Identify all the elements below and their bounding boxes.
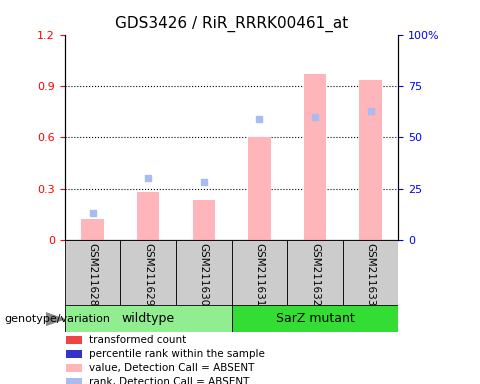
Text: GSM211633: GSM211633 [366, 243, 376, 306]
Bar [232, 305, 398, 332]
Text: SarZ mutant: SarZ mutant [276, 312, 354, 325]
Bar [343, 240, 398, 305]
Text: rank, Detection Call = ABSENT: rank, Detection Call = ABSENT [88, 377, 249, 384]
Point [89, 210, 96, 216]
Point [311, 114, 319, 120]
Bar [66, 378, 83, 384]
Bar [176, 240, 231, 305]
Polygon shape [46, 313, 64, 326]
Bar [232, 240, 287, 305]
Bar [66, 336, 83, 344]
Bar [120, 240, 176, 305]
Bar [65, 240, 120, 305]
Bar [360, 80, 382, 240]
Bar [287, 240, 343, 305]
Text: GSM211632: GSM211632 [310, 243, 320, 306]
Bar [192, 200, 215, 240]
Bar [304, 74, 326, 240]
Point [144, 175, 152, 182]
Point [200, 179, 208, 185]
Point [255, 116, 263, 122]
Bar [248, 137, 271, 240]
Text: transformed count: transformed count [88, 335, 186, 345]
Bar [137, 192, 159, 240]
Text: GSM211630: GSM211630 [199, 243, 209, 306]
Text: value, Detection Call = ABSENT: value, Detection Call = ABSENT [88, 363, 254, 373]
Text: GSM211631: GSM211631 [254, 243, 264, 306]
Text: GSM211628: GSM211628 [88, 243, 97, 306]
Bar [82, 220, 104, 240]
Text: genotype/variation: genotype/variation [5, 314, 111, 324]
Bar [65, 305, 231, 332]
Text: GSM211629: GSM211629 [143, 243, 153, 306]
Point [367, 108, 374, 114]
Text: percentile rank within the sample: percentile rank within the sample [88, 349, 264, 359]
Bar [66, 350, 83, 358]
Title: GDS3426 / RiR_RRRK00461_at: GDS3426 / RiR_RRRK00461_at [115, 16, 348, 32]
Text: wildtype: wildtype [121, 312, 175, 325]
Bar [66, 364, 83, 372]
